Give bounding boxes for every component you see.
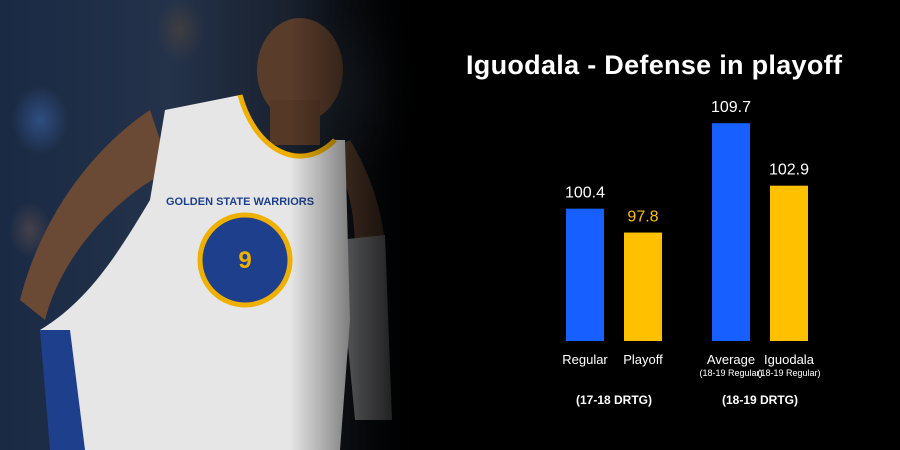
category-label-iguodala: Iguodala (764, 352, 815, 367)
value-label-regular: 100.4 (565, 185, 605, 202)
group-label-0: (17-18 DRTG) (576, 393, 652, 407)
category-sublabel-average: (18-19 Regular) (699, 368, 762, 378)
jersey-text: GOLDEN STATE WARRIORS (166, 196, 314, 208)
category-label-playoff: Playoff (623, 352, 663, 367)
photo-fade (290, 0, 430, 450)
category-label-regular: Regular (562, 352, 608, 367)
bars-layer: 100.4Regular97.8Playoff109.7Average(18-1… (562, 99, 820, 407)
value-label-playoff: 97.8 (627, 209, 658, 226)
value-label-iguodala: 102.9 (769, 162, 809, 179)
bar-regular (566, 208, 604, 341)
value-label-average: 109.7 (711, 99, 751, 116)
bar-playoff (624, 232, 662, 341)
jersey-number: 9 (238, 247, 251, 274)
player-photo: 9 GOLDEN STATE WARRIORS (0, 0, 430, 450)
category-sublabel-iguodala: (18-19 Regular) (757, 368, 820, 378)
category-label-average: Average (707, 352, 755, 367)
group-label-1: (18-19 DRTG) (722, 393, 798, 407)
bar-average (712, 123, 750, 342)
bar-iguodala (770, 185, 808, 341)
chart-title: Iguodala - Defense in playoff (466, 50, 843, 80)
